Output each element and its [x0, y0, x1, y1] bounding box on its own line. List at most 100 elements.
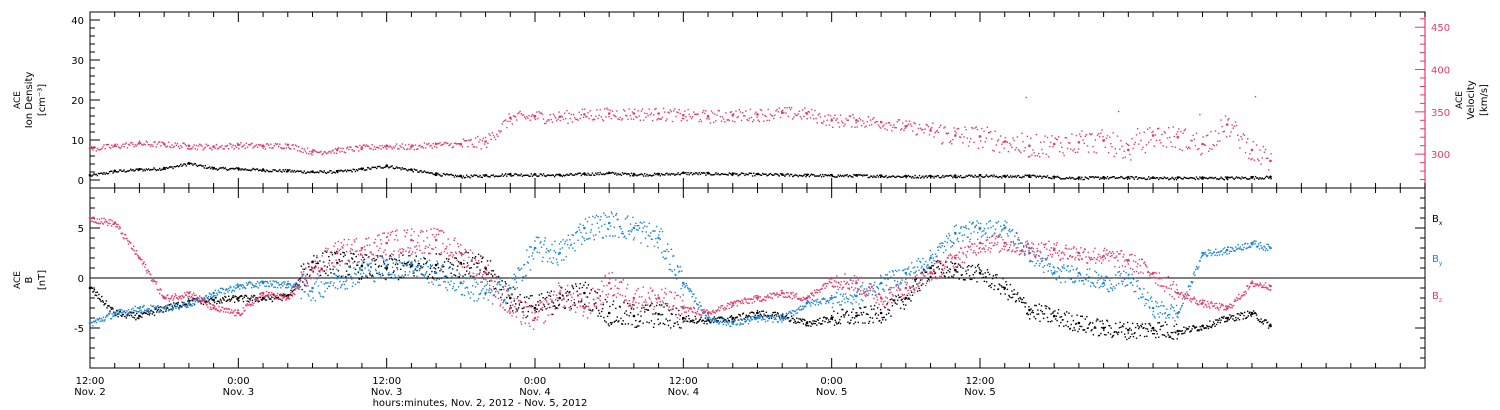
bx-point [138, 314, 141, 318]
bx-point [261, 296, 265, 300]
by-point [855, 294, 858, 298]
bz-point [756, 296, 759, 300]
by-point [88, 321, 92, 325]
density-point [1077, 176, 1081, 179]
by-point [1151, 306, 1155, 310]
density-axis-title-line1: ACE [13, 91, 23, 109]
by-point [1052, 271, 1056, 275]
bz-point [410, 238, 413, 242]
by-point [360, 268, 364, 272]
velocity-point [904, 124, 908, 128]
bx-point [1127, 328, 1130, 332]
bz-point [954, 256, 957, 260]
bz-point [855, 281, 858, 285]
velocity-point [1028, 144, 1031, 147]
bx-point [805, 321, 809, 325]
bz-point [533, 316, 537, 320]
velocity-point [335, 148, 339, 152]
by-point [1201, 251, 1204, 255]
density-axis-title-line2: Ion Density [24, 72, 35, 129]
bx-point [632, 314, 636, 318]
bx-point [434, 263, 438, 267]
density-point [805, 173, 809, 177]
by-point [805, 301, 809, 305]
velocity-tick-label: 300 [1431, 150, 1450, 161]
velocity-point [830, 119, 833, 122]
velocity-point [187, 144, 191, 147]
density-point [360, 167, 364, 171]
velocity-point [682, 113, 685, 117]
x-tick-date-label: Nov. 5 [964, 387, 995, 398]
bx-point [682, 316, 685, 320]
density-point [1102, 175, 1105, 179]
legend-by: By [1432, 254, 1443, 267]
by-point [385, 264, 389, 268]
velocity-point [731, 113, 735, 117]
x-tick-time-label: 12:00 [76, 376, 105, 387]
x-tick-date-label: Nov. 5 [816, 387, 847, 398]
density-series [88, 161, 1272, 181]
velocity-axis-title-line3: [km/s] [1479, 84, 1490, 116]
x-tick-time-label: 0:00 [820, 376, 842, 387]
x-tick-date-label: Nov. 4 [519, 387, 550, 398]
bx-point [385, 266, 389, 270]
bz-point [731, 301, 735, 305]
by-point [978, 226, 982, 230]
b-axis-title-line2: B [24, 276, 35, 283]
velocity-point [410, 145, 413, 148]
bz-point [335, 251, 339, 255]
bx-point [237, 296, 240, 300]
bz-point [237, 311, 240, 315]
density-point [1028, 174, 1031, 177]
density-point [187, 161, 191, 165]
density-tick-label: 30 [71, 56, 84, 67]
bz-point [1003, 241, 1006, 245]
bx-point [731, 316, 735, 320]
velocity-point [756, 113, 759, 116]
density-point [533, 173, 537, 176]
density-point [1176, 176, 1180, 179]
density-point [583, 172, 586, 175]
by-point [830, 296, 833, 300]
bz-point [385, 241, 389, 245]
bz-point [1127, 258, 1130, 262]
top-panel-frame [89, 11, 1426, 189]
density-point [1003, 174, 1006, 178]
density-point [385, 164, 389, 167]
bz-point [311, 266, 314, 270]
velocity-series [88, 95, 1272, 171]
x-axis-title: hours:minutes, Nov. 2, 2012 - Nov. 5, 20… [373, 398, 588, 409]
density-point [1127, 175, 1130, 179]
density-point [212, 166, 215, 170]
density-point [558, 173, 561, 177]
bx-point [1102, 326, 1105, 330]
density-axis-title-line3: [cm⁻³] [37, 84, 48, 116]
density-point [1250, 175, 1254, 179]
bz-point [879, 296, 883, 300]
bz-point [657, 296, 660, 300]
by-point [434, 271, 438, 275]
legend-bx: Bx [1432, 214, 1443, 227]
bx-point [657, 312, 660, 316]
x-tick-time-label: 12:00 [372, 376, 401, 387]
x-tick-time-label: 12:00 [669, 376, 698, 387]
velocity-point [855, 119, 858, 122]
by-point [1077, 271, 1081, 275]
density-point [682, 171, 685, 175]
by-point [1269, 246, 1272, 250]
bx-point [311, 260, 314, 264]
by-point [682, 281, 685, 285]
bz-point [459, 251, 463, 255]
x-tick-date-label: Nov. 2 [74, 387, 105, 398]
density-point [780, 173, 784, 176]
bz-point [1052, 248, 1056, 252]
density-point [879, 174, 883, 177]
density-point [929, 174, 932, 178]
velocity-point [88, 146, 92, 150]
by-point [261, 281, 265, 285]
velocity-point [162, 142, 166, 146]
velocity-point [237, 143, 240, 147]
by-point [632, 226, 636, 230]
